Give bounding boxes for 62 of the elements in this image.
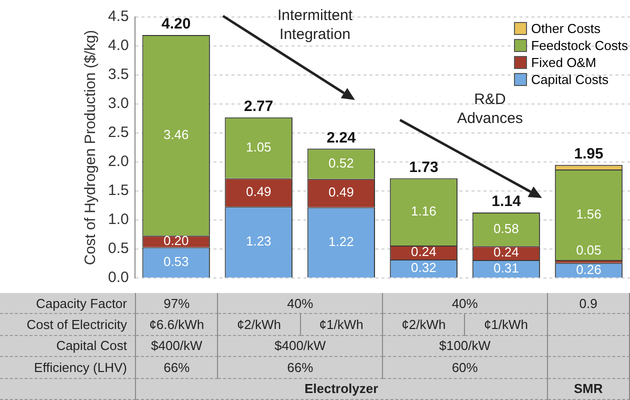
- text: ¢2/kWh: [383, 314, 466, 336]
- data-label: 0.24: [411, 244, 436, 260]
- y-tick-label: 0.5: [108, 240, 129, 258]
- y-tick-label: 2.5: [108, 124, 129, 142]
- text: 0.9: [548, 293, 630, 314]
- data-label: 0.52: [328, 155, 354, 170]
- data-label: 0.05: [576, 242, 602, 258]
- text: Cost of Electricity: [0, 314, 136, 336]
- data-label: 0.26: [576, 262, 602, 277]
- total-label: 1.73: [409, 158, 438, 176]
- data-label: 0.20: [163, 233, 189, 248]
- text: ¢1/kWh: [465, 314, 548, 336]
- total-label: 1.14: [492, 193, 522, 210]
- legend-label: Capital Costs: [531, 72, 608, 87]
- text: 40%: [383, 293, 548, 314]
- text: SMR: [548, 378, 630, 400]
- data-label: 1.56: [576, 206, 602, 222]
- data-label: 1.23: [246, 234, 272, 249]
- data-label: 0.58: [494, 220, 519, 236]
- data-label: 1.22: [328, 234, 354, 249]
- text: Capital Cost: [0, 336, 136, 358]
- text: 40%: [218, 293, 383, 314]
- data-label: 3.46: [163, 126, 189, 142]
- text: Capacity Factor: [0, 293, 136, 314]
- y-tick-label: 0.0: [108, 269, 129, 286]
- legend-label: Fixed O&M: [531, 55, 596, 70]
- data-label: 0.49: [246, 184, 272, 200]
- text: 97%: [136, 293, 218, 314]
- annotation: Intermittent Integration: [276, 6, 354, 44]
- data-label: 0.53: [163, 254, 189, 269]
- total-label: 1.95: [574, 146, 604, 163]
- y-tick-label: 4.5: [108, 8, 129, 26]
- y-axis-title: Cost of Hydrogen Production ($/kg): [82, 30, 100, 266]
- data-label: 0.31: [494, 260, 519, 276]
- y-tick-label: 1.0: [108, 211, 129, 228]
- data-label: 1.05: [246, 139, 272, 154]
- text: $400/kW: [136, 336, 218, 358]
- legend-label: Feedstock Costs: [531, 38, 628, 53]
- data-label: 0.49: [328, 184, 354, 200]
- data-label: 0.32: [411, 260, 436, 276]
- text: Efficiency (LHV): [0, 357, 136, 379]
- y-tick-label: 3.5: [108, 66, 129, 84]
- y-tick-label: 2.0: [108, 153, 129, 170]
- text: ¢2/kWh: [218, 314, 301, 336]
- text: ¢6.6/kWh: [136, 314, 218, 336]
- text: 66%: [136, 357, 218, 379]
- y-tick-label: 3.0: [108, 95, 129, 112]
- text: 60%: [383, 357, 548, 379]
- data-label: 0.24: [494, 244, 519, 260]
- total-label: 2.77: [244, 98, 274, 115]
- text: ¢1/kWh: [300, 314, 383, 336]
- y-tick-label: 4.0: [108, 37, 129, 54]
- text: $400/kW: [218, 336, 383, 358]
- total-label: 4.20: [162, 16, 191, 33]
- y-tick-label: 1.5: [108, 182, 129, 200]
- data-label: 1.16: [411, 203, 436, 218]
- legend-label: Other Costs: [531, 21, 601, 36]
- annotation: R&D Advances: [456, 90, 524, 128]
- text: $100/kW: [383, 336, 548, 358]
- text: 66%: [218, 357, 383, 379]
- total-label: 2.24: [326, 129, 356, 146]
- text: Electrolyzer: [136, 378, 548, 400]
